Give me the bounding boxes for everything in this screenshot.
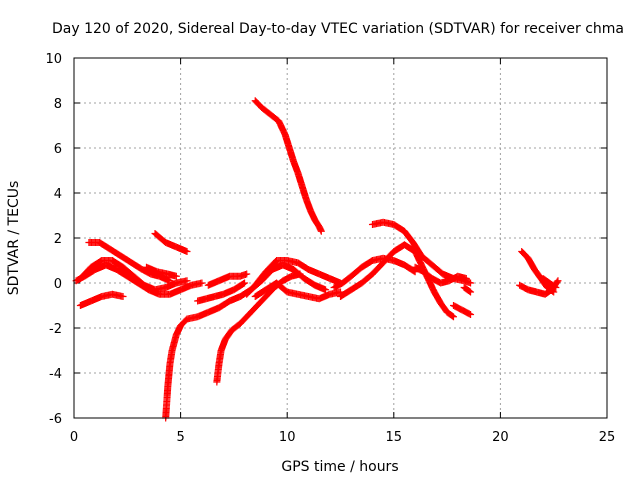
trail-markers bbox=[540, 275, 559, 291]
y-axis-label: SDTVAR / TECUs bbox=[6, 181, 22, 296]
series-arc-10 bbox=[204, 270, 251, 289]
x-tick-label: 0 bbox=[70, 430, 78, 445]
trail-markers bbox=[152, 230, 190, 255]
x-tick-label: 15 bbox=[386, 430, 403, 445]
y-tick-label: -6 bbox=[49, 412, 62, 427]
trail-markers bbox=[144, 264, 179, 280]
x-tick-label: 5 bbox=[176, 430, 184, 445]
y-tick-label: -2 bbox=[49, 322, 62, 337]
trail-markers bbox=[195, 280, 247, 305]
series-arc-13 bbox=[251, 97, 325, 235]
series-arc-4 bbox=[76, 290, 127, 309]
series-arc-18 bbox=[449, 302, 475, 318]
y-tick-label: 6 bbox=[54, 142, 62, 157]
series-arc-12 bbox=[251, 279, 344, 303]
y-tick-label: 10 bbox=[45, 52, 62, 67]
series-arc-5 bbox=[151, 230, 191, 255]
trail-markers bbox=[86, 239, 173, 284]
trail-markers bbox=[461, 284, 473, 295]
series-arc-11 bbox=[243, 257, 344, 298]
series-arc-22 bbox=[539, 275, 560, 291]
trail-markers bbox=[78, 291, 126, 309]
plot-frame bbox=[73, 57, 608, 419]
series-arc-14 bbox=[330, 254, 419, 291]
trail-markers bbox=[412, 264, 469, 287]
trail-markers bbox=[206, 270, 249, 289]
series-arc-2 bbox=[76, 257, 191, 294]
y-tick-label: -4 bbox=[49, 367, 62, 382]
trail-markers bbox=[451, 302, 473, 318]
trail-markers bbox=[77, 257, 190, 293]
series-arc-9 bbox=[194, 279, 249, 305]
y-tick-label: 8 bbox=[54, 97, 62, 112]
series-arc-19 bbox=[460, 284, 475, 296]
y-tick-label: 2 bbox=[54, 232, 62, 247]
chart-title: Day 120 of 2020, Sidereal Day-to-day VTE… bbox=[52, 21, 624, 37]
x-tick-label: 20 bbox=[492, 430, 509, 445]
trail-markers bbox=[213, 270, 303, 385]
grid-layer bbox=[74, 58, 607, 418]
series-arc-17 bbox=[411, 263, 470, 287]
y-tick-label: 0 bbox=[54, 277, 62, 292]
series-arc-3 bbox=[85, 239, 174, 285]
series-arc-8 bbox=[213, 270, 304, 386]
y-tick-label: 4 bbox=[54, 187, 62, 202]
marks-layer bbox=[72, 97, 562, 422]
series-arc-15 bbox=[337, 241, 457, 321]
tick-layer: 0 5 10 15 20 25 -6 -4 -2 0 2 4 6 8 10 bbox=[45, 52, 615, 445]
x-tick-label: 25 bbox=[599, 430, 616, 445]
trail-markers bbox=[244, 257, 343, 297]
x-tick-label: 10 bbox=[279, 430, 296, 445]
trail-markers bbox=[252, 98, 325, 234]
trail-markers bbox=[338, 241, 456, 320]
trail-markers bbox=[252, 280, 343, 302]
series-arc-6 bbox=[142, 263, 180, 280]
series-arc-20 bbox=[518, 248, 558, 296]
x-axis-label: GPS time / hours bbox=[281, 459, 398, 475]
